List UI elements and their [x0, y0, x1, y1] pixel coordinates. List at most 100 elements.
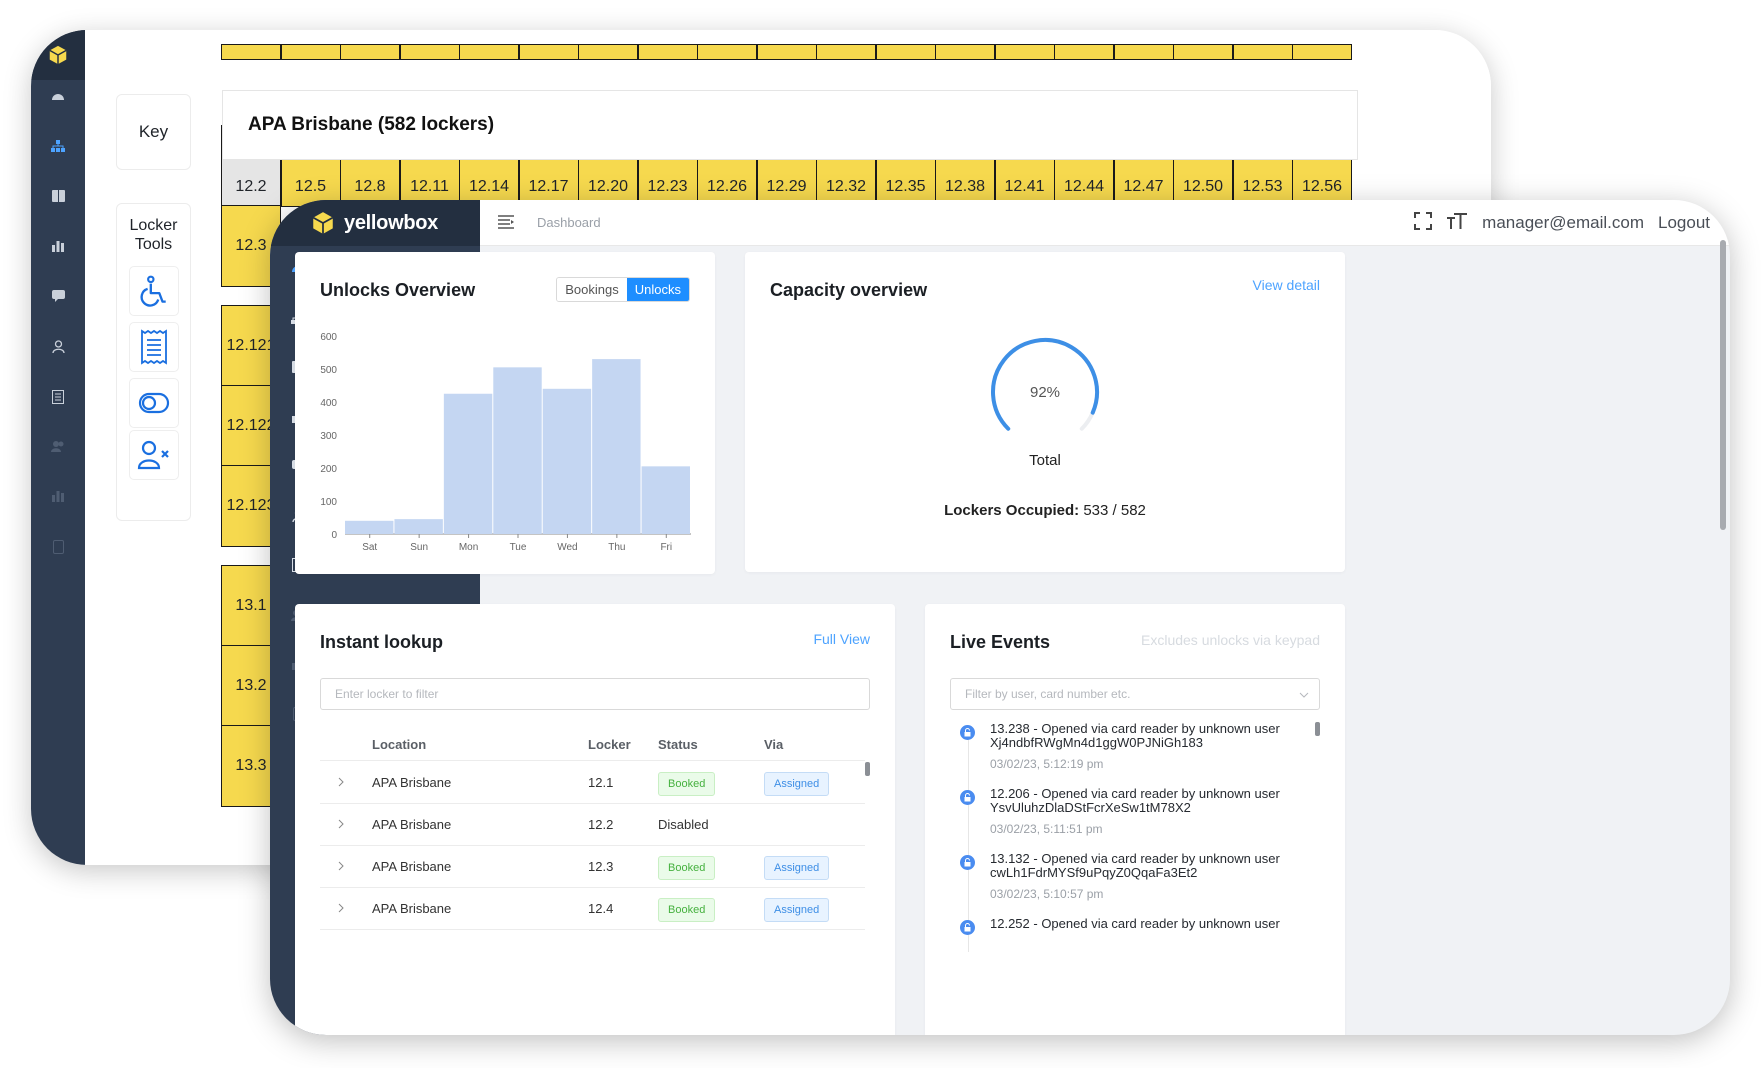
menu-icon[interactable]: [498, 215, 514, 234]
x-tick-label: Sun: [410, 542, 428, 553]
status-text: Disabled: [658, 817, 709, 832]
unlocks-toggle: Bookings Unlocks: [556, 277, 690, 302]
bar[interactable]: [493, 367, 542, 534]
locker-cell-strip[interactable]: [340, 44, 400, 60]
toggle-unlocks[interactable]: Unlocks: [626, 278, 689, 301]
y-tick-label: 400: [320, 398, 337, 409]
lookup-scrollbar[interactable]: [865, 762, 870, 776]
bar[interactable]: [592, 359, 641, 534]
wheelchair-icon[interactable]: [129, 266, 179, 316]
cell-location: APA Brisbane: [372, 859, 452, 874]
locker-cell-strip[interactable]: [1173, 44, 1233, 60]
locker-cell-strip[interactable]: [697, 44, 757, 60]
font-size-icon[interactable]: [1446, 212, 1468, 235]
rail-chat-icon[interactable]: [31, 290, 85, 302]
event-text: 13.238 - Opened via card reader by unkno…: [990, 721, 1280, 750]
lock-icon: [960, 920, 975, 935]
rail-dashboard-icon[interactable]: [31, 90, 85, 102]
status-cell: Booked: [658, 762, 716, 804]
locker-cell-strip[interactable]: [1292, 44, 1352, 60]
expand-chevron-icon[interactable]: [338, 804, 344, 846]
locker-cell-strip[interactable]: [459, 44, 519, 60]
rail-user-icon[interactable]: [31, 340, 85, 353]
table-row[interactable]: APA Brisbane 12.2 Disabled: [320, 804, 865, 846]
lock-icon: [960, 855, 975, 870]
locker-cell-label: 13.2: [235, 677, 267, 694]
cell-location: APA Brisbane: [372, 901, 452, 916]
bar[interactable]: [345, 520, 394, 534]
locker-cell-label: 12.11: [410, 178, 449, 195]
topbar: Dashboard manager@email.com Logout: [480, 200, 1730, 246]
rail-book-icon[interactable]: [31, 190, 85, 202]
col-location[interactable]: Location: [372, 737, 427, 752]
locker-cell-label: 12.50: [1182, 178, 1224, 195]
view-detail-link[interactable]: View detail: [1252, 277, 1320, 293]
occupied-value: 533 / 582: [1083, 502, 1146, 519]
locker-cell-strip[interactable]: [518, 44, 579, 60]
lock-icon: [960, 725, 975, 740]
locker-cell-label: 12.17: [528, 178, 569, 195]
full-view-link[interactable]: Full View: [813, 631, 870, 647]
table-row[interactable]: APA Brisbane 12.3 Booked Assigned: [320, 846, 865, 888]
toggle-bookings[interactable]: Bookings: [557, 278, 627, 301]
capacity-card: Capacity overview View detail 92% Total …: [745, 252, 1345, 572]
locker-cell-label: 12.32: [825, 178, 867, 195]
locker-tools-card: Locker Tools: [116, 203, 191, 521]
locker-cell-strip[interactable]: [1232, 44, 1293, 60]
locker-cell-strip[interactable]: [816, 44, 876, 60]
expand-chevron-icon[interactable]: [338, 888, 344, 930]
status-badge: Booked: [658, 772, 716, 796]
brand-name: yellowbox: [344, 211, 438, 234]
logout-link[interactable]: Logout: [1658, 213, 1710, 232]
remove-user-icon[interactable]: [129, 430, 179, 480]
locker-cell-strip[interactable]: [756, 44, 817, 60]
bar[interactable]: [641, 466, 690, 534]
events-filter-select[interactable]: Filter by user, card number etc.: [950, 678, 1320, 710]
locker-cell-strip[interactable]: [1054, 44, 1114, 60]
brand-logo-icon: [312, 212, 334, 234]
locker-cell-strip[interactable]: [1113, 44, 1174, 60]
locker-cell-strip[interactable]: [280, 44, 341, 60]
locker-cell-strip[interactable]: [221, 44, 281, 60]
locker-cell-strip[interactable]: [935, 44, 995, 60]
locker-cell-label: 12.2: [235, 178, 267, 195]
fullscreen-icon[interactable]: [1414, 211, 1433, 235]
expand-chevron-icon[interactable]: [338, 762, 344, 804]
receipt-icon[interactable]: [129, 322, 179, 372]
locker-cell-strip[interactable]: [578, 44, 638, 60]
page-scrollbar[interactable]: [1720, 240, 1726, 530]
rail-document-icon[interactable]: [31, 390, 85, 404]
col-status[interactable]: Status: [658, 737, 698, 752]
locker-cell-strip[interactable]: [637, 44, 698, 60]
toggle-icon[interactable]: [129, 378, 179, 428]
locker-cell-label: 13.1: [235, 597, 267, 614]
user-email[interactable]: manager@email.com: [1482, 213, 1644, 232]
col-locker[interactable]: Locker: [588, 737, 631, 752]
col-via[interactable]: Via: [764, 737, 784, 752]
locker-cell-label: 12.26: [706, 178, 748, 195]
brand[interactable]: yellowbox: [270, 200, 480, 246]
bar[interactable]: [394, 519, 443, 534]
bar[interactable]: [542, 388, 592, 534]
events-scrollbar[interactable]: [1315, 722, 1320, 736]
table-row[interactable]: APA Brisbane 12.1 Booked Assigned: [320, 762, 865, 804]
locker-cell-label: 12.44: [1063, 178, 1105, 195]
chevron-down-icon: [1299, 688, 1309, 702]
rail-sitemap-icon[interactable]: [31, 140, 85, 152]
event-time: 03/02/23, 5:10:57 pm: [990, 887, 1104, 901]
key-card[interactable]: Key: [116, 94, 191, 170]
event-time: 03/02/23, 5:12:19 pm: [990, 757, 1104, 771]
rail-bar-chart-icon[interactable]: [31, 240, 85, 252]
y-tick-label: 300: [320, 431, 337, 442]
event-text: 13.132 - Opened via card reader by unkno…: [990, 851, 1280, 880]
breadcrumb[interactable]: Dashboard: [537, 215, 601, 230]
locker-cell-strip[interactable]: [399, 44, 460, 60]
locker-cell-strip[interactable]: [994, 44, 1055, 60]
expand-chevron-icon[interactable]: [338, 846, 344, 888]
bar[interactable]: [443, 393, 493, 534]
grid-title: APA Brisbane (582 lockers): [222, 90, 1358, 160]
capacity-gauge: 92%: [985, 332, 1105, 452]
table-row[interactable]: APA Brisbane 12.4 Booked Assigned: [320, 888, 865, 930]
locker-cell-strip[interactable]: [875, 44, 936, 60]
locker-filter-input[interactable]: [320, 678, 870, 710]
